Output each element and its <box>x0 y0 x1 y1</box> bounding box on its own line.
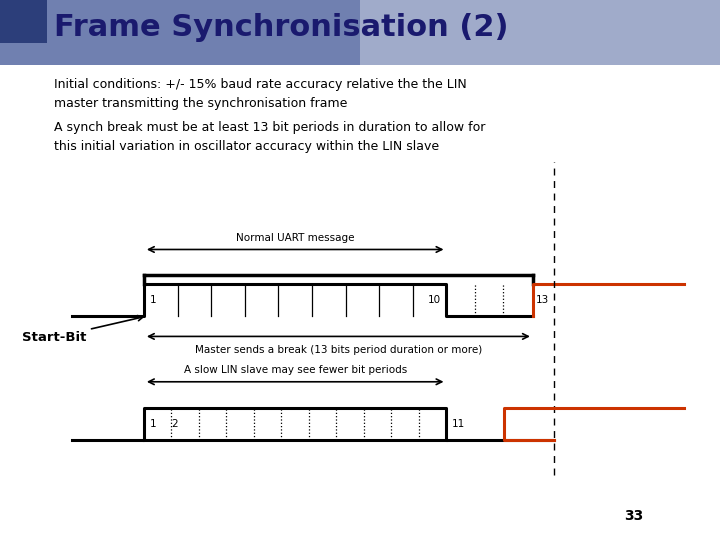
Text: 11: 11 <box>452 419 465 429</box>
Text: 33: 33 <box>624 509 643 523</box>
Text: this initial variation in oscillator accuracy within the LIN slave: this initial variation in oscillator acc… <box>54 140 439 153</box>
Bar <box>360 0 720 65</box>
Text: 10: 10 <box>428 295 441 305</box>
Text: Master sends a break (13 bits period duration or more): Master sends a break (13 bits period dur… <box>195 345 482 355</box>
Text: A synch break must be at least 13 bit periods in duration to allow for: A synch break must be at least 13 bit pe… <box>54 122 485 134</box>
Text: 2: 2 <box>171 419 178 429</box>
Text: Frame Synchronisation (2): Frame Synchronisation (2) <box>54 14 508 43</box>
Text: 1: 1 <box>150 419 156 429</box>
Bar <box>0 0 720 65</box>
Text: A slow LIN slave may see fewer bit periods: A slow LIN slave may see fewer bit perio… <box>184 365 407 375</box>
Text: Initial conditions: +/- 15% baud rate accuracy relative the the LIN: Initial conditions: +/- 15% baud rate ac… <box>54 78 467 91</box>
Text: master transmitting the synchronisation frame: master transmitting the synchronisation … <box>54 97 347 110</box>
Text: Start-Bit: Start-Bit <box>22 315 143 344</box>
Text: Normal UART message: Normal UART message <box>236 233 354 243</box>
Text: 13: 13 <box>536 295 549 305</box>
Text: 1: 1 <box>150 295 156 305</box>
Bar <box>0 0 47 43</box>
